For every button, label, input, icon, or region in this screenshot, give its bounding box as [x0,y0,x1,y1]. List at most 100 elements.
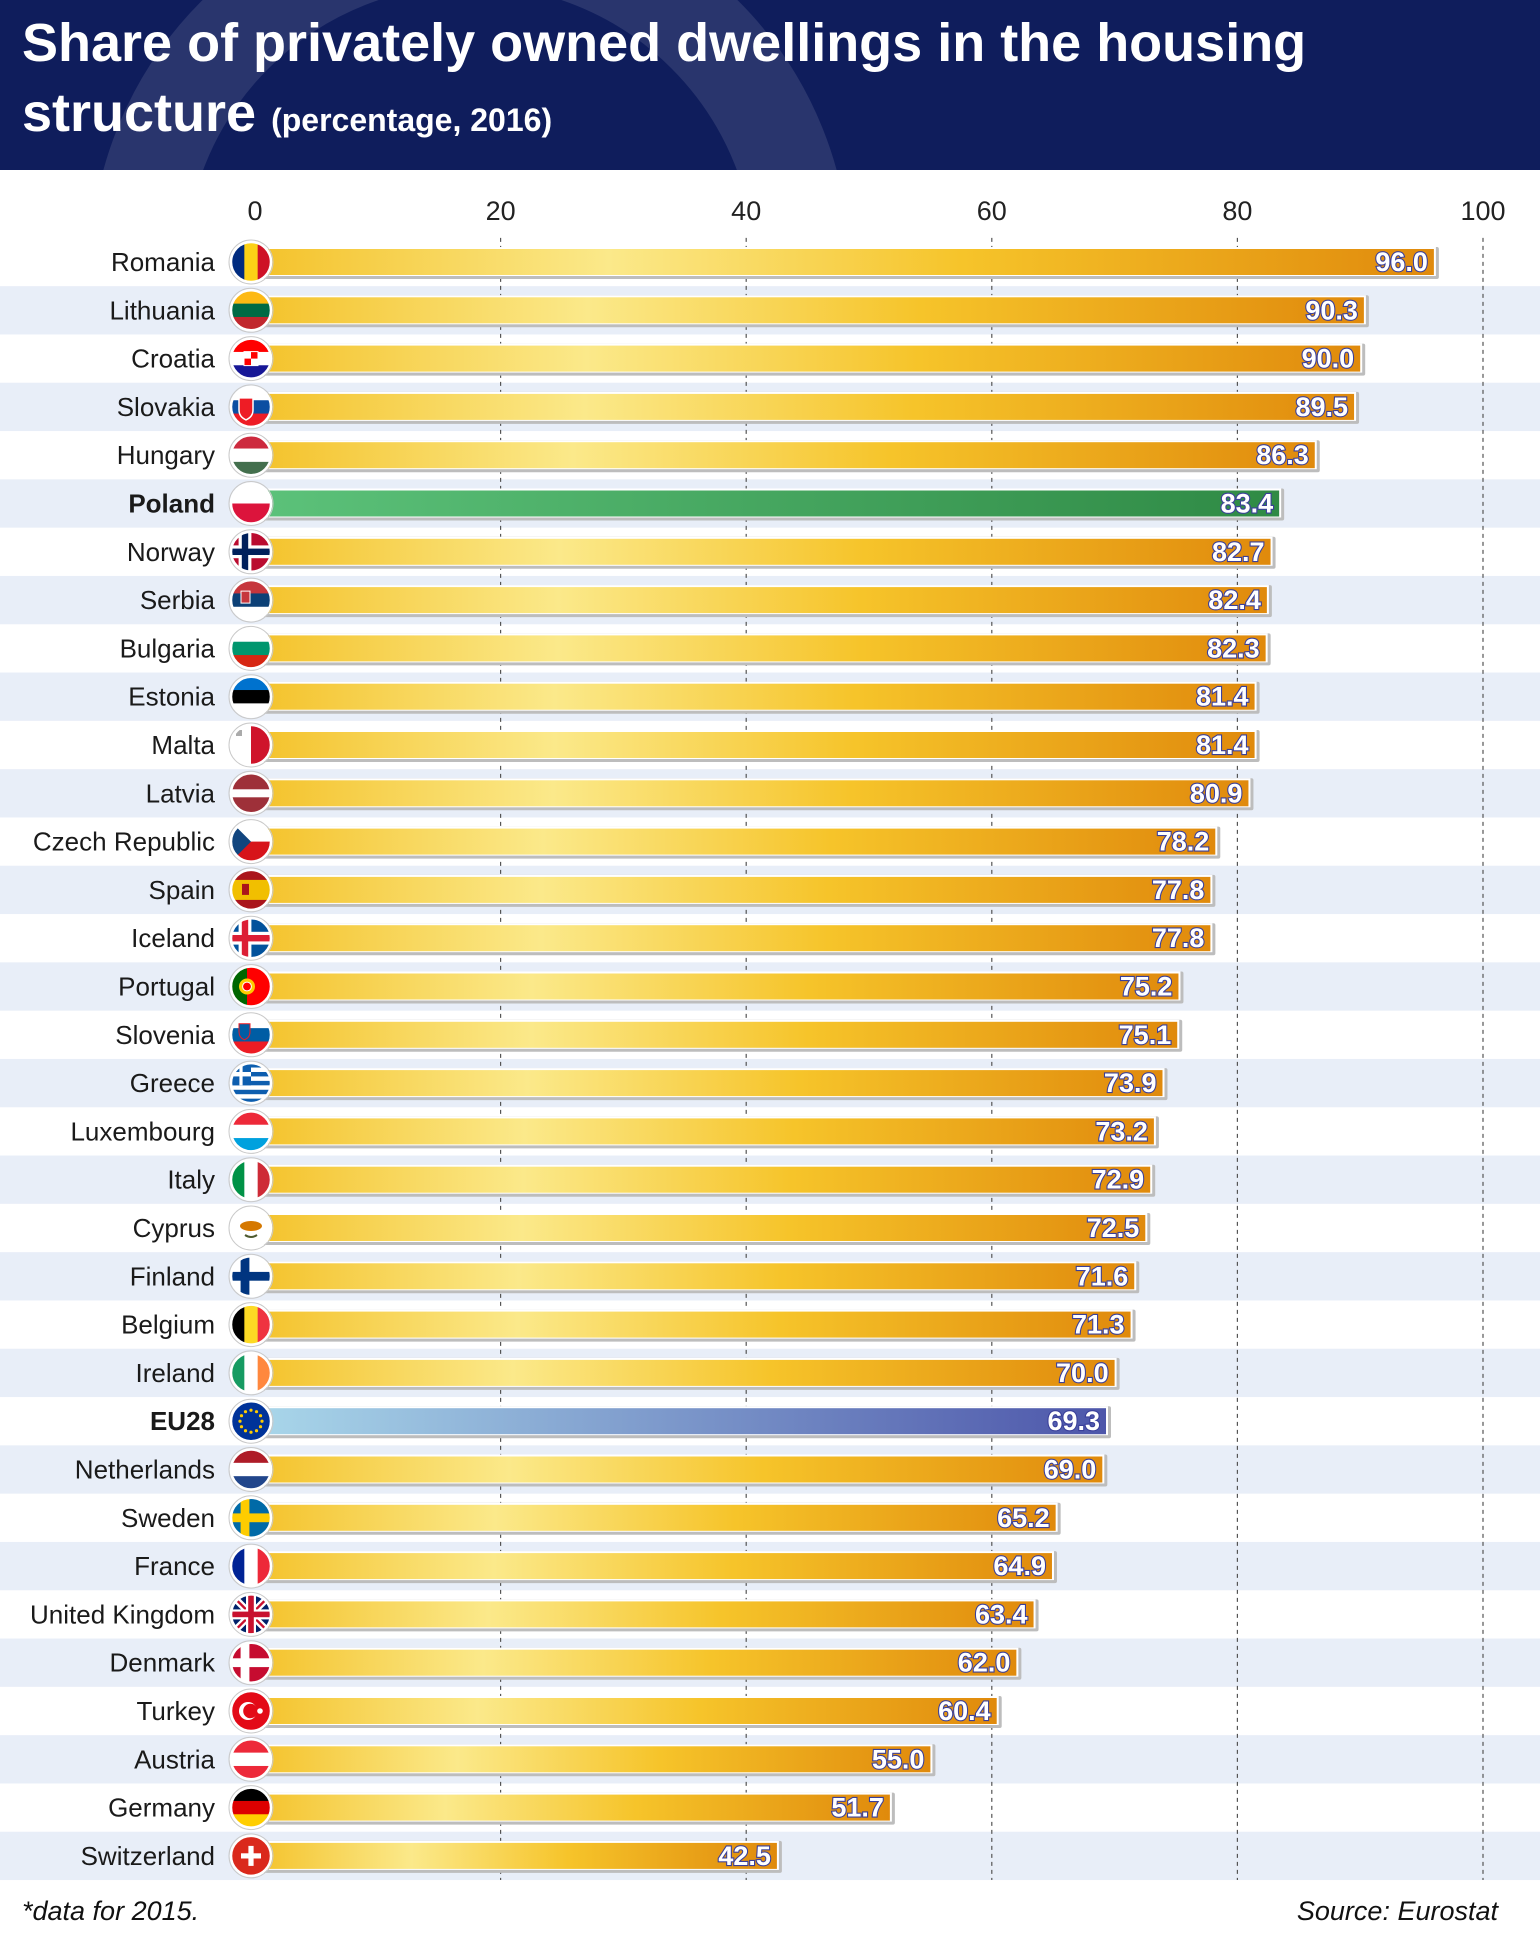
italy-flag-icon [228,1157,274,1203]
x-axis-ticks: 0 20 40 60 80 100 [247,196,1505,226]
category-label: Poland [128,489,215,519]
footnote: *data for 2015. [22,1896,200,1926]
value-label: 82.7 [1212,537,1265,567]
bar [255,1553,1052,1580]
turkey-flag-icon [228,1688,274,1734]
value-label: 81.4 [1196,682,1249,712]
category-label: Iceland [131,923,215,953]
luxembourg-flag-icon [228,1108,274,1154]
category-label: Sweden [121,1503,215,1533]
category-label: Croatia [131,344,215,374]
category-label: Switzerland [81,1841,215,1871]
bar [255,297,1364,324]
category-label: United Kingdom [30,1599,215,1629]
romania-flag-icon [228,239,274,285]
bar [255,828,1216,855]
value-label: 73.9 [1104,1068,1157,1098]
hungary-flag-icon [228,432,274,478]
bar [255,973,1179,1000]
ireland-flag-icon [228,1350,274,1396]
value-label: 69.3 [1047,1406,1100,1436]
tick-label: 100 [1460,196,1505,226]
slovakia-flag-icon [228,384,274,430]
bar [255,1263,1135,1290]
bar [255,1601,1034,1628]
latvia-flag-icon [228,770,274,816]
value-label: 42.5 [718,1841,771,1871]
category-label: Norway [127,537,215,567]
value-label: 75.1 [1119,1020,1172,1050]
value-label: 80.9 [1190,778,1243,808]
bar [255,1649,1017,1676]
flags [228,239,274,1879]
bar [255,780,1249,807]
bulgaria-flag-icon [228,625,274,671]
category-label: Ireland [136,1358,216,1388]
header: Share of privately owned dwellings in th… [0,0,1540,170]
value-label: 89.5 [1295,392,1348,422]
value-label: 77.8 [1152,875,1205,905]
bar [255,1311,1131,1338]
value-label: 82.4 [1208,585,1261,615]
slovenia-flag-icon [228,1012,274,1058]
value-label: 60.4 [938,1696,991,1726]
bar [255,1021,1178,1048]
bar [255,442,1315,469]
category-label: Spain [149,875,216,905]
bars [255,247,1439,1873]
iceland-flag-icon [228,915,274,961]
portugal-flag-icon [228,964,274,1009]
value-label: 83.4 [1221,489,1274,519]
category-label: Romania [111,247,216,277]
value-label: 72.5 [1087,1213,1140,1243]
bar [255,1842,777,1869]
bar-chart: 0 20 40 60 80 100 Romania Lithuania Croatia Slov… [0,196,1540,1881]
value-label: 90.3 [1305,295,1358,325]
value-label: 65.2 [997,1503,1050,1533]
category-label: Greece [130,1068,215,1098]
value-label: 71.6 [1076,1261,1129,1291]
tick-label: 0 [247,196,262,226]
category-label: Malta [151,730,215,760]
value-label: 62.0 [958,1648,1011,1678]
croatia-flag-icon [228,336,274,382]
category-label: Belgium [121,1310,215,1340]
value-labels: 96.0 90.3 90.0 89.5 86.3 83.4 82.7 82.4 82.3 81.4… [717,246,1429,1872]
france-flag-icon [228,1543,274,1589]
bar [255,345,1361,372]
category-label: Germany [108,1793,215,1823]
tick-label: 20 [486,196,516,226]
value-label: 51.7 [831,1793,884,1823]
category-label: Hungary [117,440,215,470]
tick-label: 60 [977,196,1007,226]
value-label: 81.4 [1196,730,1249,760]
category-label: Slovenia [115,1020,215,1050]
value-label: 72.9 [1092,1165,1145,1195]
title-text: Share of privately owned dwellings in th… [22,13,1307,143]
category-label: Finland [130,1261,215,1291]
category-label: Netherlands [75,1455,215,1485]
bar [255,683,1255,710]
bar [255,538,1271,565]
spain-flag-icon [228,867,274,913]
category-label: Luxembourg [70,1116,215,1146]
sweden-flag-icon [228,1495,274,1541]
estonia-flag-icon [228,674,274,720]
netherlands-flag-icon [228,1447,274,1492]
bar [255,925,1211,952]
bar [255,1746,931,1773]
category-label: Austria [134,1744,215,1774]
bar [255,1456,1103,1483]
bar [255,587,1267,614]
bar [255,732,1255,758]
value-label: 75.2 [1120,972,1173,1002]
category-label: EU28 [150,1406,215,1436]
category-label: Slovakia [117,392,216,422]
united-kingdom-flag-icon [228,1591,274,1637]
denmark-flag-icon [228,1640,274,1686]
bar [255,490,1280,517]
chart-subtitle: (percentage, 2016) [271,102,553,138]
value-label: 78.2 [1157,827,1210,857]
value-label: 77.8 [1152,923,1205,953]
bar [255,1794,890,1821]
